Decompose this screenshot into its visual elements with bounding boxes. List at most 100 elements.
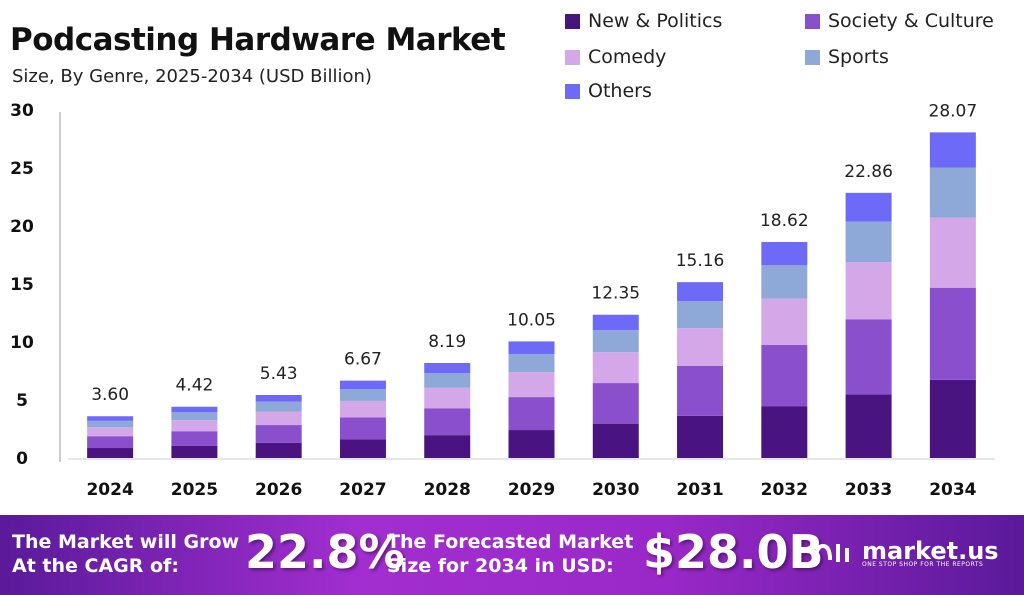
cagr-label: The Market will Grow At the CAGR of:: [12, 530, 239, 578]
legend-label: Sports: [828, 46, 889, 68]
bar-segment: [171, 420, 218, 432]
bar-segment: [677, 366, 724, 416]
bar-segment: [592, 383, 639, 424]
bar-segment: [424, 408, 471, 436]
bar-segment: [677, 301, 724, 329]
x-tick-label: 2033: [845, 480, 892, 500]
data-label: 4.42: [175, 376, 213, 396]
bar-segment: [845, 262, 892, 320]
bar-segment: [761, 242, 808, 266]
y-tick-label: 5: [16, 391, 28, 411]
cagr-label-line2: At the CAGR of:: [12, 555, 179, 577]
bar-segment: [761, 345, 808, 407]
y-tick-label: 20: [10, 217, 34, 237]
bar-segment: [87, 416, 134, 421]
legend-item: New & Politics: [565, 10, 722, 32]
x-tick-label: 2034: [929, 480, 976, 500]
data-label: 8.19: [428, 332, 466, 352]
x-tick-label: 2030: [592, 480, 639, 500]
bar-segment: [171, 406, 218, 413]
bar-segment: [592, 330, 639, 353]
forecast-label-line1: The Forecasted Market: [387, 531, 634, 553]
bar-segment: [508, 341, 555, 355]
market-us-logo: market.us ONE STOP SHOP FOR THE REPORTS: [812, 537, 999, 568]
bar-segment: [677, 328, 724, 367]
y-tick-label: 30: [10, 101, 34, 121]
forecast-label: The Forecasted Market Size for 2034 in U…: [387, 530, 633, 578]
bar-segment: [339, 380, 386, 389]
bar-segment: [255, 442, 302, 458]
legend-swatch: [565, 13, 580, 29]
bar-segment: [508, 397, 555, 431]
bar-segment: [87, 448, 134, 458]
data-label: 18.62: [760, 211, 809, 231]
bar-segment: [592, 352, 639, 384]
legend-item: Others: [565, 80, 652, 102]
y-tick-label: 25: [10, 159, 34, 179]
y-tick-label: 15: [10, 275, 34, 295]
y-tick-label: 0: [16, 449, 28, 469]
x-tick-label: 2024: [86, 480, 133, 500]
bar-segment: [339, 439, 386, 458]
data-label: 10.05: [507, 310, 556, 330]
legend-swatch: [565, 83, 580, 99]
y-tick-label: 10: [10, 333, 34, 353]
x-tick-label: 2027: [339, 480, 386, 500]
legend-label: Society & Culture: [828, 10, 994, 32]
chart-title: Podcasting Hardware Market: [10, 22, 506, 58]
cagr-label-line1: The Market will Grow: [12, 531, 240, 553]
x-tick-label: 2026: [255, 480, 302, 500]
bar-segment: [424, 373, 471, 388]
data-label: 15.16: [676, 251, 725, 271]
bar-segment: [845, 192, 892, 222]
bar-segment: [255, 395, 302, 402]
bar-segment: [424, 387, 471, 409]
bar-segment: [929, 217, 976, 288]
cagr-value: 22.8%: [245, 525, 405, 579]
bar-segment: [592, 423, 639, 458]
bar-segment: [424, 362, 471, 374]
forecast-value: $28.0B: [643, 525, 824, 579]
bar-segment: [339, 400, 386, 418]
x-tick-label: 2025: [171, 480, 218, 500]
data-label: 22.86: [844, 162, 893, 182]
bar-segment: [845, 319, 892, 395]
bar-segment: [508, 372, 555, 398]
bar-segment: [171, 412, 218, 421]
bar-segment: [761, 406, 808, 458]
legend-label: Others: [588, 80, 652, 102]
legend-label: New & Politics: [588, 10, 723, 32]
bar-segment: [929, 132, 976, 168]
x-tick-label: 2031: [676, 480, 723, 500]
data-label: 3.60: [91, 385, 129, 405]
bar-segment: [424, 435, 471, 458]
bar-segment: [87, 436, 134, 449]
bar-segment: [677, 282, 724, 302]
x-tick-label: 2028: [424, 480, 471, 500]
bar-segment: [929, 287, 976, 380]
bar-segment: [508, 354, 555, 373]
bar-segment: [929, 379, 976, 458]
logo-icon: [814, 543, 849, 562]
bar-segment: [171, 431, 218, 446]
bar-segment: [929, 167, 976, 218]
logo-name: market.us: [862, 537, 999, 565]
bar-segment: [339, 417, 386, 440]
legend-swatch: [805, 49, 820, 65]
legend-item: Society & Culture: [805, 10, 994, 32]
bar-segment: [677, 415, 724, 458]
data-label: 5.43: [260, 364, 298, 384]
logo-tagline: ONE STOP SHOP FOR THE REPORTS: [862, 561, 984, 568]
bar-segment: [255, 425, 302, 443]
legend-label: Comedy: [588, 46, 667, 68]
x-tick-label: 2029: [508, 480, 555, 500]
bar-segment: [171, 445, 218, 458]
chart-area: 0510152025303.6020244.4220255.4320266.67…: [10, 101, 995, 500]
forecast-label-line2: Size for 2034 in USD:: [387, 555, 614, 577]
bar-segment: [508, 430, 555, 458]
bar-segment: [761, 265, 808, 299]
bar-segment: [255, 401, 302, 412]
bar-segment: [87, 427, 134, 437]
bar-segment: [592, 314, 639, 331]
legend-item: Sports: [805, 46, 889, 68]
